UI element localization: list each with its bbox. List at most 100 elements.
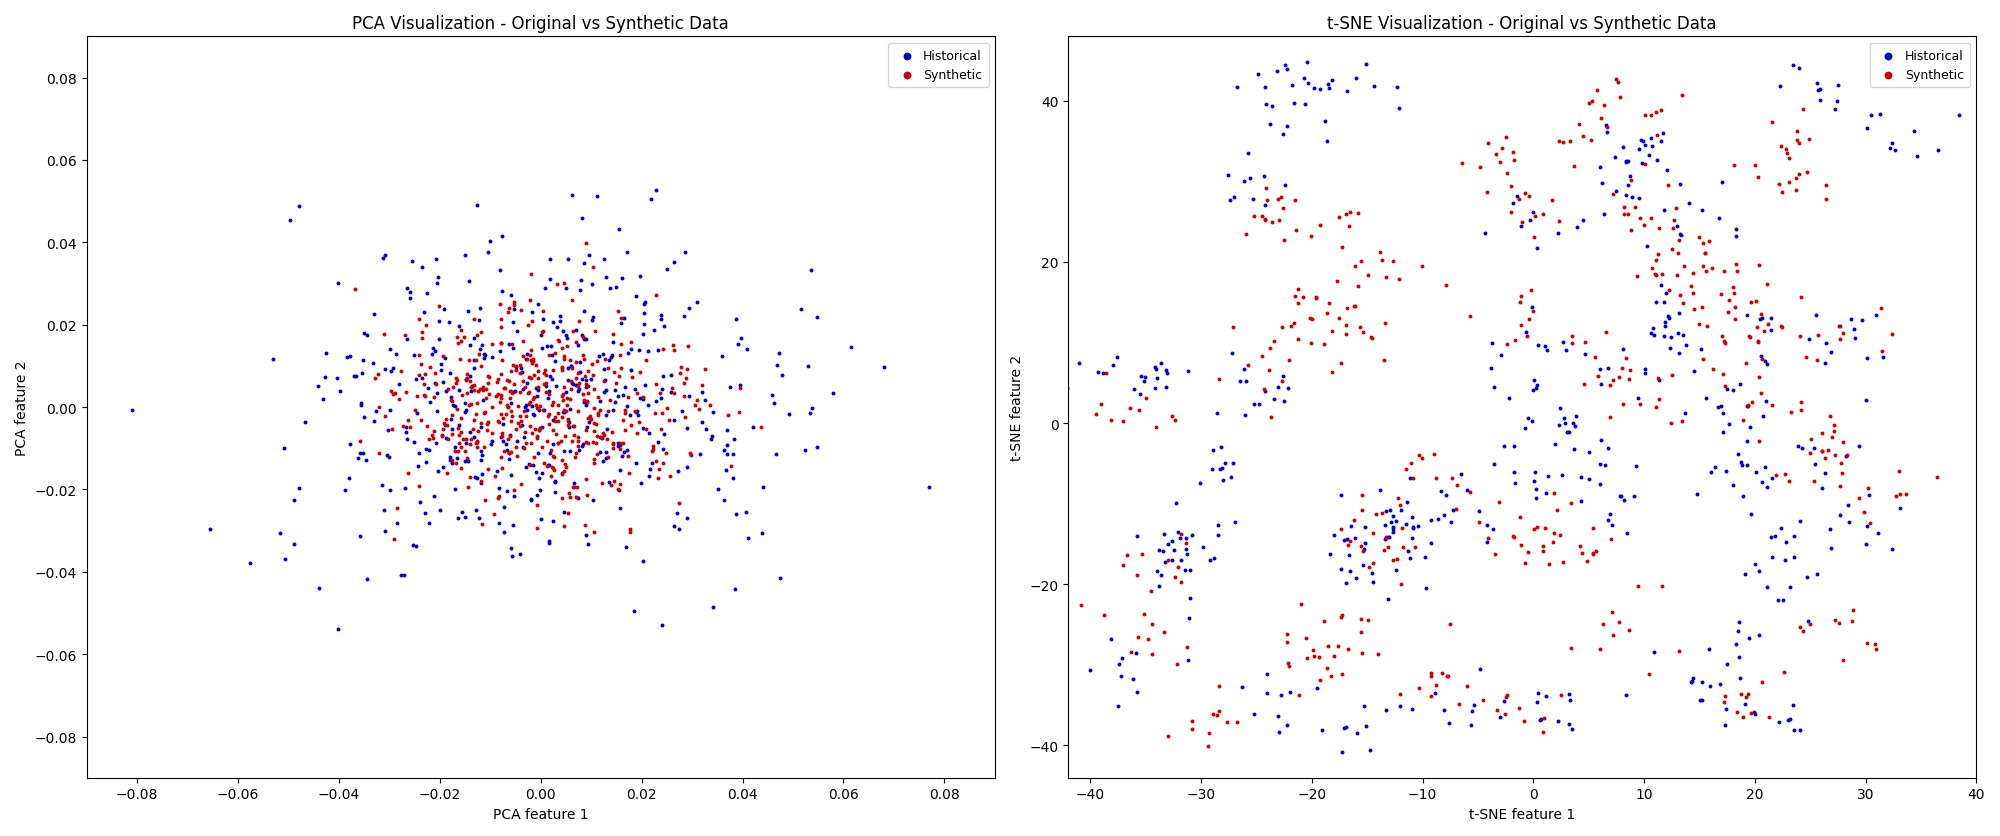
Synthetic [1262, 193, 1294, 206]
Historical [1720, 638, 1752, 651]
Historical [1138, 361, 1170, 375]
Historical [1616, 191, 1648, 204]
Historical [1686, 675, 1718, 689]
Synthetic [1346, 625, 1378, 639]
Synthetic [612, 450, 644, 463]
Historical [1884, 502, 1916, 515]
Synthetic [1386, 578, 1418, 591]
Synthetic [406, 414, 438, 427]
Historical [1142, 372, 1174, 385]
Historical [586, 431, 618, 445]
Synthetic [548, 380, 580, 394]
Historical [604, 318, 636, 331]
Synthetic [554, 487, 586, 500]
Synthetic [1558, 160, 1590, 173]
Historical [558, 420, 590, 433]
Historical [628, 555, 660, 568]
Historical [624, 477, 656, 490]
Synthetic [668, 390, 700, 404]
Historical [1814, 345, 1846, 359]
Synthetic [504, 410, 536, 423]
Historical [556, 360, 588, 374]
Historical [1850, 394, 1882, 407]
Historical [712, 439, 744, 452]
Historical [1752, 359, 1784, 372]
Historical [1530, 487, 1562, 500]
Synthetic [1816, 431, 1848, 445]
Historical [426, 429, 458, 442]
Historical [1720, 230, 1752, 243]
Historical [1382, 82, 1414, 95]
Historical [1574, 472, 1606, 486]
Historical [1522, 242, 1554, 256]
Historical [508, 401, 540, 415]
Synthetic [1296, 230, 1328, 243]
Synthetic [458, 313, 490, 326]
Synthetic [464, 360, 496, 374]
Historical [1610, 156, 1642, 170]
Historical [634, 193, 666, 206]
Historical [282, 200, 314, 213]
Historical [1542, 715, 1574, 728]
Synthetic [644, 386, 676, 400]
Synthetic [1698, 363, 1730, 376]
Historical [410, 443, 442, 456]
Historical [476, 350, 508, 364]
Synthetic [476, 401, 508, 415]
Synthetic [438, 381, 470, 395]
Synthetic [380, 386, 412, 400]
Historical [1220, 516, 1252, 529]
Historical [1226, 681, 1258, 694]
Synthetic [1404, 682, 1436, 696]
Synthetic [1686, 237, 1718, 251]
Synthetic [1742, 335, 1774, 349]
Historical [1742, 564, 1774, 578]
Historical [800, 311, 832, 324]
Synthetic [1508, 714, 1540, 727]
Historical [486, 230, 518, 243]
Synthetic [552, 507, 584, 521]
Synthetic [1446, 157, 1478, 171]
Historical [420, 405, 452, 418]
Historical [1604, 489, 1636, 502]
Historical [524, 404, 556, 417]
Historical [1326, 562, 1358, 575]
Synthetic [528, 456, 560, 470]
Synthetic [442, 374, 474, 387]
Historical [492, 444, 524, 457]
Synthetic [658, 387, 690, 400]
Historical [390, 421, 422, 434]
Historical [546, 405, 578, 419]
Historical [538, 414, 570, 427]
X-axis label: PCA feature 1: PCA feature 1 [492, 807, 588, 821]
Synthetic [468, 441, 500, 454]
Synthetic [548, 404, 580, 417]
Historical [1684, 344, 1716, 357]
Synthetic [1774, 152, 1806, 166]
Historical [1342, 726, 1374, 740]
Historical [674, 302, 706, 315]
Synthetic [520, 431, 552, 445]
Historical [1396, 511, 1428, 524]
Synthetic [1640, 106, 1672, 120]
Historical [428, 461, 460, 474]
Synthetic [1594, 379, 1626, 392]
Synthetic [1512, 546, 1544, 559]
Historical [454, 275, 486, 288]
Synthetic [614, 525, 646, 538]
Historical [390, 333, 422, 346]
Synthetic [1280, 194, 1312, 207]
Synthetic [1628, 109, 1660, 122]
Synthetic [1156, 410, 1188, 423]
Synthetic [1574, 97, 1606, 110]
Historical [710, 448, 742, 461]
Historical [1654, 341, 1686, 354]
Synthetic [646, 456, 678, 470]
Historical [350, 572, 382, 585]
Historical [1468, 227, 1500, 240]
Synthetic [1222, 716, 1254, 729]
Historical [1174, 591, 1206, 604]
Synthetic [488, 381, 520, 395]
Historical [1386, 504, 1418, 517]
Synthetic [1300, 293, 1332, 306]
